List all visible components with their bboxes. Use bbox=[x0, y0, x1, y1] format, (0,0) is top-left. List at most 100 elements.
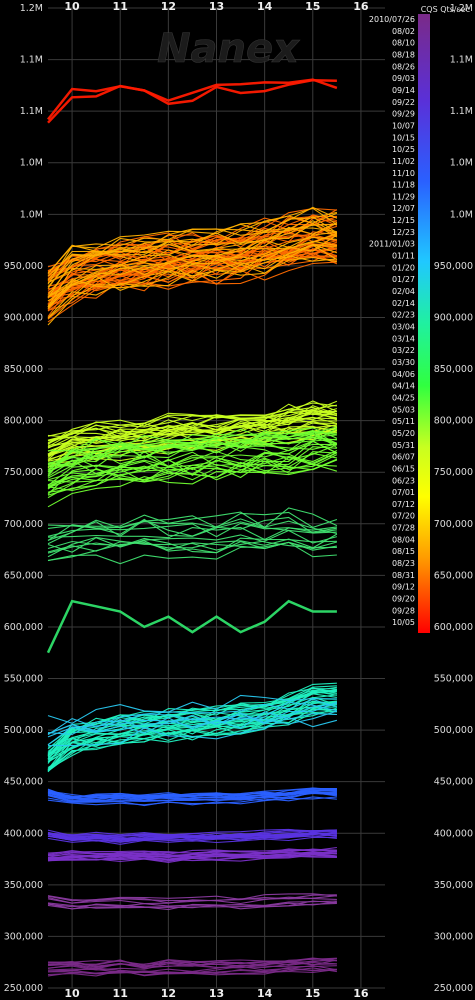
series-line bbox=[47, 214, 338, 273]
series-line bbox=[47, 255, 337, 310]
y-tick-label-right: 650,000 bbox=[434, 570, 473, 581]
y-tick-label-left: 600,000 bbox=[4, 622, 43, 633]
y-tick-label-left: 850,000 bbox=[4, 364, 43, 375]
legend-date: 05/31 bbox=[392, 441, 415, 450]
legend-date: 06/23 bbox=[392, 476, 415, 485]
series-line bbox=[47, 964, 337, 973]
series-line bbox=[47, 957, 337, 968]
series-line bbox=[47, 244, 338, 308]
series-line bbox=[47, 790, 337, 801]
series-line bbox=[47, 711, 337, 735]
y-tick-label-right: 700,000 bbox=[434, 519, 473, 530]
legend-date: 05/03 bbox=[392, 405, 415, 414]
y-tick-label-left: 250,000 bbox=[4, 983, 43, 994]
series-line bbox=[47, 893, 337, 902]
series-line bbox=[47, 694, 337, 724]
series-line bbox=[47, 518, 338, 545]
y-tick-label-right: 400,000 bbox=[434, 828, 473, 839]
series-line bbox=[47, 452, 338, 489]
series-line bbox=[47, 533, 338, 553]
y-tick-label-right: 500,000 bbox=[434, 725, 473, 736]
x-tick-label-top: 10 bbox=[64, 0, 80, 13]
legend-date: 03/30 bbox=[392, 358, 415, 367]
legend-date: 07/28 bbox=[392, 524, 415, 533]
y-tick-label-left: 900,000 bbox=[4, 312, 43, 323]
legend-date: 08/26 bbox=[392, 62, 415, 71]
legend-date: 04/25 bbox=[392, 393, 415, 402]
series-line bbox=[47, 787, 337, 799]
y-tick-label-left: 800,000 bbox=[4, 416, 43, 427]
y-tick-label-left: 1.0M bbox=[20, 158, 43, 169]
series-line bbox=[48, 716, 338, 747]
y-axis-left-ticks: 1.2M 1.1M 1.1M 1.0M 1.0M 950,000 900,000 850,00… bbox=[4, 3, 43, 994]
x-tick-label-bottom: 14 bbox=[257, 987, 273, 1000]
legend-date: 09/29 bbox=[392, 110, 415, 119]
series-line bbox=[47, 438, 337, 486]
series-line bbox=[47, 702, 337, 735]
legend-date: 01/27 bbox=[392, 275, 415, 284]
series-line bbox=[47, 436, 338, 478]
y-tick-label-right: 750,000 bbox=[434, 467, 473, 478]
series-line bbox=[47, 836, 337, 845]
legend-date: 07/20 bbox=[392, 512, 415, 521]
y-tick-label-left: 1.1M bbox=[20, 55, 43, 66]
legend-date: 11/10 bbox=[392, 169, 415, 178]
series-line bbox=[47, 244, 337, 306]
y-tick-label-left: 650,000 bbox=[4, 570, 43, 581]
series-line bbox=[47, 451, 337, 499]
x-tick-label-top: 12 bbox=[161, 0, 176, 13]
series-line bbox=[47, 78, 338, 121]
legend-date: 12/23 bbox=[392, 228, 415, 237]
series-line bbox=[47, 796, 337, 806]
series-line bbox=[47, 792, 337, 801]
series-line bbox=[47, 222, 338, 299]
series-line bbox=[47, 403, 338, 438]
series-line bbox=[47, 516, 337, 541]
series-line bbox=[47, 227, 337, 289]
series-line bbox=[47, 894, 337, 902]
series-line bbox=[47, 507, 338, 529]
legend-date: 08/18 bbox=[392, 50, 415, 59]
series-line bbox=[47, 900, 337, 908]
legend-date: 06/07 bbox=[392, 453, 415, 462]
legend-date: 08/15 bbox=[392, 547, 415, 556]
series-line bbox=[47, 446, 337, 483]
series-line bbox=[47, 896, 337, 905]
legend-date: 02/14 bbox=[392, 299, 415, 308]
series-line bbox=[47, 427, 338, 464]
series-line bbox=[47, 710, 338, 738]
legend-date: 07/12 bbox=[392, 500, 415, 509]
x-tick-label-bottom: 11 bbox=[113, 987, 128, 1000]
y-tick-label-left: 1.2M bbox=[20, 3, 43, 14]
legend-date: 10/25 bbox=[392, 145, 415, 154]
y-tick-label-right: 850,000 bbox=[434, 364, 473, 375]
series-line bbox=[47, 854, 337, 862]
series-line bbox=[47, 712, 337, 771]
x-tick-label-top: 14 bbox=[257, 0, 273, 13]
colorbar-gradient bbox=[418, 14, 430, 633]
y-tick-label-right: 600,000 bbox=[434, 622, 473, 633]
series-line bbox=[46, 599, 337, 654]
x-tick-label-top: 11 bbox=[113, 0, 128, 13]
series-line bbox=[47, 458, 338, 508]
x-tick-label-top: 16 bbox=[353, 0, 369, 13]
y-tick-label-left: 400,000 bbox=[4, 828, 43, 839]
series-line bbox=[47, 791, 337, 802]
series-line bbox=[47, 696, 338, 761]
x-tick-label-bottom: 16 bbox=[353, 987, 369, 1000]
y-axis-right-ticks: 1.2M 1.1M 1.1M 1.0M 1.0M 950,000 900,000 850,00… bbox=[434, 3, 473, 994]
legend-date: 04/06 bbox=[392, 370, 415, 379]
legend-date: 10/15 bbox=[392, 133, 415, 142]
y-tick-label-left: 550,000 bbox=[4, 674, 43, 685]
series-line bbox=[47, 207, 338, 274]
y-tick-label-right: 1.1M bbox=[450, 106, 473, 117]
y-tick-label-right: 800,000 bbox=[434, 416, 473, 427]
series-line bbox=[47, 708, 337, 772]
legend-date: 03/14 bbox=[392, 334, 415, 343]
y-tick-label-right: 1.0M bbox=[450, 209, 473, 220]
series-line bbox=[47, 833, 337, 842]
y-tick-label-left: 500,000 bbox=[4, 725, 43, 736]
legend-date: 03/04 bbox=[392, 323, 415, 332]
legend-date: 11/29 bbox=[392, 192, 415, 201]
legend-date: 09/14 bbox=[392, 86, 415, 95]
